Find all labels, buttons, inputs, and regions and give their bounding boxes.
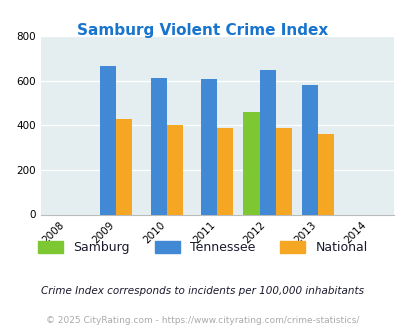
Bar — [301, 84, 318, 214]
Bar — [150, 78, 166, 214]
Text: Crime Index corresponds to incidents per 100,000 inhabitants: Crime Index corresponds to incidents per… — [41, 286, 364, 296]
Bar — [166, 125, 182, 214]
Legend: Samburg, Tennessee, National: Samburg, Tennessee, National — [33, 236, 372, 259]
Bar — [318, 134, 333, 214]
Text: © 2025 CityRating.com - https://www.cityrating.com/crime-statistics/: © 2025 CityRating.com - https://www.city… — [46, 316, 359, 325]
Text: Samburg Violent Crime Index: Samburg Violent Crime Index — [77, 23, 328, 38]
Bar — [259, 70, 275, 214]
Bar — [116, 119, 132, 214]
Bar — [217, 128, 233, 214]
Bar — [275, 128, 291, 214]
Bar — [243, 112, 259, 214]
Bar — [200, 79, 217, 214]
Bar — [100, 66, 116, 214]
